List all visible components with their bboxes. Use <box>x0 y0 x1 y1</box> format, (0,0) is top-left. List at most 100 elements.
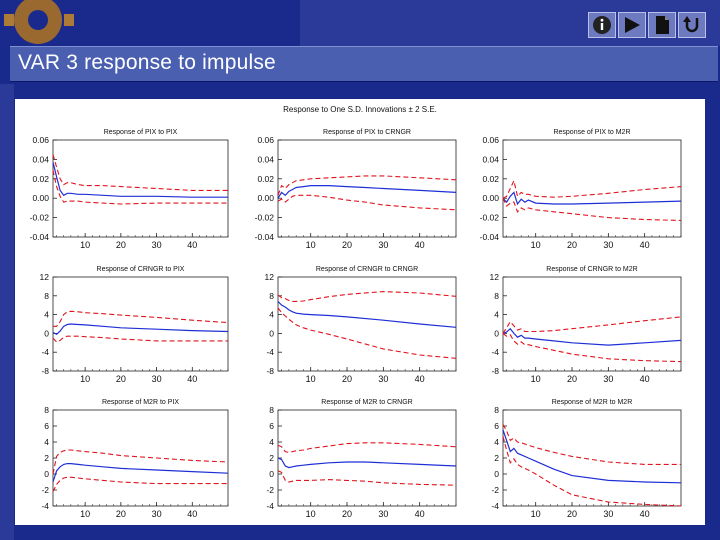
panel-2-xtick-label: 10 <box>306 240 316 250</box>
panel-9-ytick-label: -4 <box>491 501 499 511</box>
panel-3-ytick-label: 0.02 <box>482 174 499 184</box>
panel-3-title: Response of PIX to M2R <box>553 129 630 136</box>
panel-9-ytick-label: -2 <box>491 485 499 495</box>
panel-6-ytick-label: 12 <box>490 272 500 282</box>
panel-8-ytick-label: -2 <box>266 485 274 495</box>
panel-9-xtick-label: 30 <box>603 509 613 519</box>
panel-4-response-line <box>52 323 229 336</box>
document-icon <box>656 16 669 34</box>
slide-title: VAR 3 response to impulse <box>18 51 276 74</box>
panel-3-ytick-label: -0.02 <box>480 213 500 223</box>
panel-2-lower-line <box>277 194 457 211</box>
impulse-response-svg: Response to One S.D. Innovations ± 2 S.E… <box>30 105 682 519</box>
panel-1-plot-frame <box>52 139 229 238</box>
panel-7-ytick-label: 8 <box>44 405 49 415</box>
panel-7-upper-line <box>52 449 229 475</box>
info-button[interactable] <box>588 12 616 38</box>
panel-6-ytick-label: 4 <box>494 310 499 320</box>
info-icon <box>593 16 611 34</box>
panel-6-xtick-label: 30 <box>603 374 613 384</box>
panel-2-title: Response of PIX to CRNGR <box>323 129 411 136</box>
panel-9-ytick-label: 8 <box>494 405 499 415</box>
panel-1-xtick-label: 10 <box>80 240 90 250</box>
panel-7-ytick-label: 0 <box>44 469 49 479</box>
panel-8-xtick-label: 20 <box>342 509 352 519</box>
panel-4-ytick-label: 8 <box>44 291 49 301</box>
panel-1-ytick-label: 0.00 <box>32 193 49 203</box>
panel-9-xtick-label: 40 <box>640 509 650 519</box>
chart-super-title: Response to One S.D. Innovations ± 2 S.E… <box>283 105 437 114</box>
panel-2-xtick-label: 40 <box>415 240 425 250</box>
panel-5-ytick-label: 0 <box>269 328 274 338</box>
return-button[interactable] <box>678 12 706 38</box>
panel-9-ytick-label: 4 <box>494 437 499 447</box>
panel-9-lower-line <box>502 436 682 507</box>
panel-8-lower-line <box>277 470 457 486</box>
panel-7-response-line <box>52 463 229 483</box>
panel-3-ytick-label: 0.06 <box>482 135 499 145</box>
panel-4-ytick-label: -8 <box>41 366 49 376</box>
panel-1-ytick-label: 0.02 <box>32 174 49 184</box>
panel-1-ytick-label: 0.04 <box>32 154 49 164</box>
panel-3-response-line <box>502 191 682 206</box>
slide-title-bar: VAR 3 response to impulse <box>10 46 718 82</box>
panel-3-plot-frame <box>502 139 682 238</box>
panel-8-upper-line <box>277 442 457 453</box>
panel-2-xtick-label: 30 <box>378 240 388 250</box>
panel-1-xtick-label: 30 <box>152 240 162 250</box>
panel-1-lower-line <box>52 169 228 205</box>
panel-5-xtick-label: 30 <box>378 374 388 384</box>
panel-4-ytick-label: 12 <box>40 272 50 282</box>
panel-9-upper-line <box>502 424 681 465</box>
panel-5-response-line <box>277 300 457 328</box>
panel-7-title: Response of M2R to PIX <box>102 399 179 406</box>
panel-7-ytick-label: 4 <box>44 437 49 447</box>
panel-5-ytick-label: -8 <box>266 366 274 376</box>
panel-3-xtick-label: 40 <box>640 240 650 250</box>
panel-6-response-line <box>502 327 682 346</box>
panel-3-lower-line <box>502 197 682 222</box>
panel-5-plot-frame <box>277 276 457 372</box>
next-button[interactable] <box>618 12 646 38</box>
panel-3-ytick-label: 0.00 <box>482 193 499 203</box>
panel-7-lower-line <box>52 476 228 492</box>
panel-4-plot-frame <box>52 276 229 372</box>
panel-5-upper-line <box>277 291 457 302</box>
panel-4-ytick-label: 0 <box>44 328 49 338</box>
panel-4-title: Response of CRNGR to PIX <box>97 266 185 273</box>
panel-7-xtick-label: 20 <box>116 509 126 519</box>
panel-2-ytick-label: 0.00 <box>257 193 274 203</box>
panel-6-plot-frame <box>502 276 682 372</box>
panel-7-xtick-label: 40 <box>187 509 197 519</box>
panel-8-ytick-label: 8 <box>269 405 274 415</box>
panel-6-ytick-label: -4 <box>491 347 499 357</box>
document-button[interactable] <box>648 12 676 38</box>
return-icon <box>683 16 699 33</box>
panel-5-ytick-label: 12 <box>265 272 275 282</box>
panel-2-ytick-label: 0.06 <box>257 135 274 145</box>
slide-nav-buttons <box>588 12 708 40</box>
panel-6-xtick-label: 40 <box>640 374 650 384</box>
panel-4-ytick-label: -4 <box>41 347 49 357</box>
panel-6-ytick-label: 0 <box>494 328 499 338</box>
panel-2-xtick-label: 20 <box>342 240 352 250</box>
panel-2-ytick-label: 0.04 <box>257 154 274 164</box>
panel-7-xtick-label: 30 <box>152 509 162 519</box>
panel-1-title: Response of PIX to PIX <box>104 129 178 136</box>
play-icon <box>625 17 640 33</box>
panel-1-xtick-label: 20 <box>116 240 126 250</box>
panel-4-xtick-label: 30 <box>152 374 162 384</box>
panel-5-xtick-label: 20 <box>342 374 352 384</box>
panel-2-plot-frame <box>277 139 457 238</box>
panel-3-ytick-label: -0.04 <box>480 232 500 242</box>
panel-4-upper-line <box>53 310 229 327</box>
panel-7-ytick-label: 6 <box>44 421 49 431</box>
panel-4-lower-line <box>52 335 228 343</box>
panel-7-ytick-label: -4 <box>41 501 49 511</box>
panel-8-xtick-label: 40 <box>415 509 425 519</box>
panel-1-xtick-label: 40 <box>187 240 197 250</box>
panel-4-xtick-label: 40 <box>187 374 197 384</box>
panel-3-xtick-label: 30 <box>603 240 613 250</box>
panel-2-response-line <box>277 185 457 199</box>
panel-8-ytick-label: 2 <box>269 453 274 463</box>
